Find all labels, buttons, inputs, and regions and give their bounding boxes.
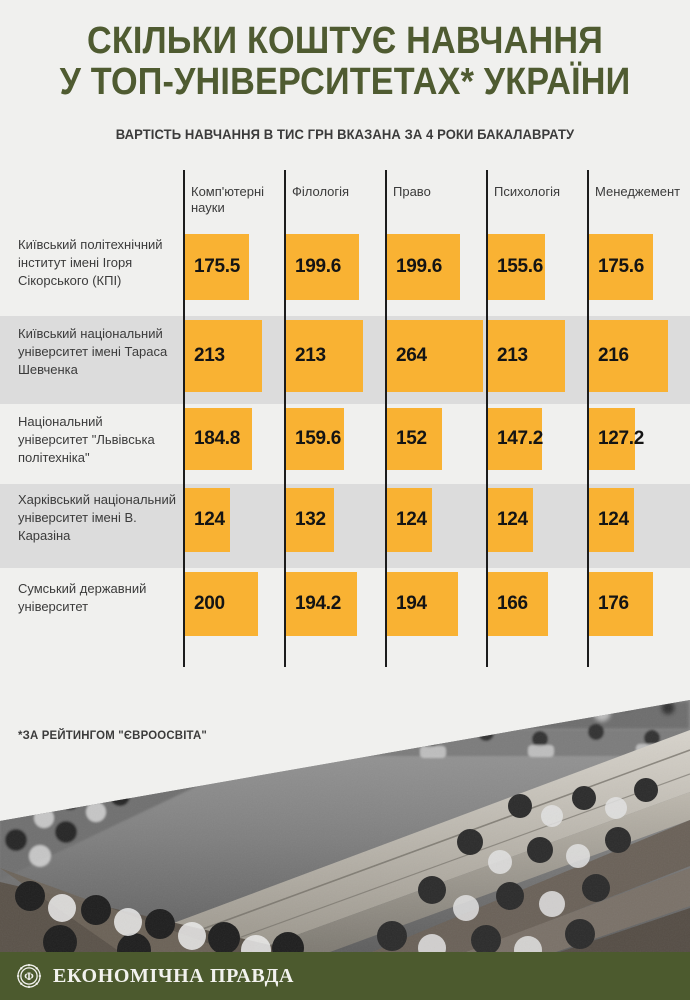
value-label: 175.5 <box>194 255 241 277</box>
value-bar: 159.6 <box>286 407 344 470</box>
table-header-row: Комп'ютерні науки Філологія Право Психологі… <box>0 170 690 230</box>
table-row: Харківський національний університет іме… <box>0 484 690 568</box>
value-label: 199.6 <box>396 255 443 277</box>
value-bar: 194.2 <box>286 571 357 636</box>
lecture-hall-photo <box>0 700 690 952</box>
column-header-5: Менеджемент <box>595 183 681 199</box>
value-bar: 213 <box>488 319 565 392</box>
value-bar: 216 <box>589 319 668 392</box>
column-header-2: Філологія <box>292 183 350 199</box>
value-label: 213 <box>295 344 326 366</box>
value-bar: 194 <box>387 571 458 636</box>
value-bar: 200 <box>185 571 258 636</box>
row-label: Київський національний університет імені… <box>18 325 168 378</box>
value-label: 213 <box>497 344 528 366</box>
column-divider-4 <box>486 169 488 667</box>
column-header-1: Комп'ютерні науки <box>191 183 265 215</box>
column-header-3: Право <box>393 183 431 199</box>
row-stripe <box>0 483 690 568</box>
value-label: 127.2 <box>598 427 645 449</box>
footer-bar: Ф ЕКОНОМІЧНА ПРАВДА <box>0 952 690 1000</box>
value-bar: 213 <box>286 319 363 392</box>
value-label: 175.6 <box>598 255 645 277</box>
value-bar: 199.6 <box>387 233 460 300</box>
column-dividers <box>0 169 690 667</box>
row-label: Харківський національний університет іме… <box>18 491 177 544</box>
value-label: 147.2 <box>497 427 544 449</box>
column-divider-2 <box>284 169 286 667</box>
row-label: Національний університет "Львівська полі… <box>18 413 155 466</box>
value-label: 194 <box>396 592 427 614</box>
value-label: 155.6 <box>497 255 544 277</box>
value-bar: 155.6 <box>488 233 545 300</box>
value-label: 264 <box>396 344 427 366</box>
value-label: 124 <box>598 508 629 530</box>
value-bar: 264 <box>387 319 483 392</box>
value-bar: 124 <box>185 487 230 552</box>
footer-brand-name: ЕКОНОМІЧНА ПРАВДА <box>53 964 294 987</box>
page-subtitle: ВАРТІСТЬ НАВЧАННЯ В ТИС ГРН ВКАЗАНА ЗА 4… <box>115 125 575 142</box>
value-bar: 132 <box>286 487 334 552</box>
value-bar: 147.2 <box>488 407 544 470</box>
value-bar: 124 <box>488 487 533 552</box>
value-label: 152 <box>396 427 427 449</box>
table-row: Київський політехнічний інститут імені І… <box>0 230 690 316</box>
value-label: 166 <box>497 592 528 614</box>
value-label: 176 <box>598 592 629 614</box>
value-bar: 127.2 <box>589 407 644 470</box>
value-bar: 184.8 <box>185 407 252 470</box>
value-bar: 175.6 <box>589 233 653 300</box>
table-grid: Комп'ютерні науки Філологія Право Психологі… <box>0 170 690 651</box>
column-divider-3 <box>385 169 387 667</box>
table-row: Київський національний університет імені… <box>0 316 690 404</box>
value-bar: 124 <box>589 487 634 552</box>
value-label: 124 <box>396 508 427 530</box>
page-title-line-1: СКІЛЬКИ КОШТУЄ НАВЧАННЯ <box>86 20 604 62</box>
value-bar: 176 <box>589 571 653 636</box>
value-label: 194.2 <box>295 592 342 614</box>
value-label: 199.6 <box>295 255 342 277</box>
table-row: Національний університет "Львівська полі… <box>0 404 690 484</box>
data-table: Комп'ютерні науки Філологія Право Психологі… <box>0 169 690 667</box>
value-bar: 213 <box>185 319 262 392</box>
column-divider-1 <box>183 169 185 667</box>
header: СКІЛЬКИ КОШТУЄ НАВЧАННЯ У ТОП-УНІВЕРСИТЕ… <box>0 0 690 142</box>
gear-circle-logo-icon: Ф <box>16 963 42 989</box>
value-bar: 152 <box>387 407 442 470</box>
row-label: Сумський державний університет <box>18 581 147 615</box>
value-label: 213 <box>194 344 225 366</box>
value-bar: 124 <box>387 487 432 552</box>
table-row: Сумський державний університет 200 194.2 19… <box>0 568 690 651</box>
value-bar: 199.6 <box>286 233 359 300</box>
page-title-line-2: У ТОП-УНІВЕРСИТЕТАХ* УКРАЇНИ <box>59 60 631 103</box>
column-divider-5 <box>587 169 589 667</box>
value-label: 132 <box>295 508 326 530</box>
value-label: 159.6 <box>295 427 342 449</box>
value-label: 124 <box>194 508 225 530</box>
column-header-4: Психологія <box>494 183 561 199</box>
value-label: 200 <box>194 592 225 614</box>
svg-text:Ф: Ф <box>24 971 34 983</box>
table-body: Київський політехнічний інститут імені І… <box>0 230 690 651</box>
value-label: 124 <box>497 508 528 530</box>
row-label: Київський політехнічний інститут імені І… <box>18 236 163 289</box>
footnote: *ЗА РЕЙТИНГОМ "ЄВРООСВІТА" <box>18 728 208 742</box>
value-label: 184.8 <box>194 427 241 449</box>
value-bar: 166 <box>488 571 548 636</box>
value-bar: 175.5 <box>185 233 249 300</box>
value-label: 216 <box>598 344 629 366</box>
